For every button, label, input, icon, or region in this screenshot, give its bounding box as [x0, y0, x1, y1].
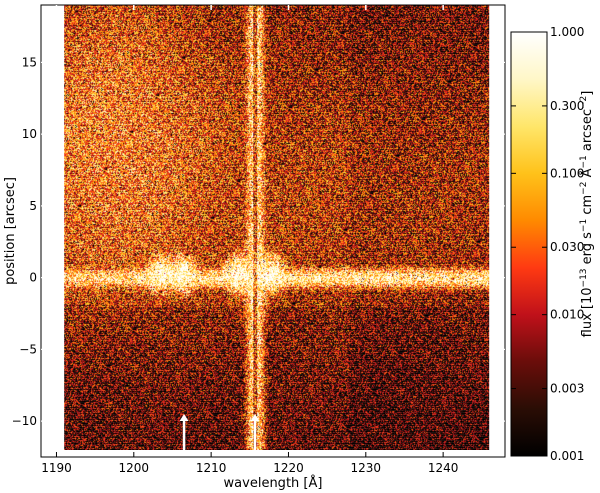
- y-tick-label: 10: [22, 127, 37, 141]
- row-banding: [64, 5, 490, 450]
- arrow-head: [179, 413, 189, 421]
- y-tick-label: −10: [12, 414, 37, 428]
- x-tick-label: 1220: [273, 461, 304, 475]
- y-tick-label: 15: [22, 55, 37, 69]
- x-tick-label: 1240: [428, 461, 459, 475]
- plot-area: Si III Lyα 1190 1200 1210 1220 1230 1240 −10 −5…: [12, 4, 506, 475]
- colorbar-tick-label: 0.001: [550, 449, 584, 463]
- y-tick-label: −5: [19, 342, 37, 356]
- colorbar-gradient: [510, 31, 548, 457]
- plot-frame: [40, 4, 506, 458]
- annotation-lya: Lyα: [250, 413, 278, 469]
- y-axis-label: position [arcsec]: [3, 177, 18, 285]
- colorbar-ticks: 1.000 0.300 0.100 0.030 0.010 0.003 0.001: [511, 25, 584, 463]
- colorbar-tick-label: 0.300: [550, 99, 584, 113]
- colorbar-tick-label: 0.030: [550, 240, 584, 254]
- arrow-head: [250, 413, 260, 421]
- colorbar-tick-label: 0.010: [550, 308, 584, 322]
- y-axis: −10 −5 0 5 10 15: [12, 55, 505, 428]
- annotation-si-iii: Si III: [179, 413, 213, 469]
- x-tick-label: 1230: [351, 461, 382, 475]
- x-axis-label: wavelength [Å]: [224, 475, 323, 491]
- x-tick-label: 1210: [196, 461, 227, 475]
- x-tick-label: 1190: [41, 461, 72, 475]
- x-tick-label: 1200: [119, 461, 150, 475]
- x-axis: 1190 1200 1210 1220 1230 1240: [41, 5, 458, 475]
- annotations: Si III Lyα: [179, 413, 278, 469]
- colorbar: 1.000 0.300 0.100 0.030 0.010 0.003 0.001 flux…: [510, 25, 595, 463]
- colorbar-tick-label: 0.100: [550, 166, 584, 180]
- annotation-label: Si III: [181, 451, 213, 469]
- colorbar-label: flux [10−13 erg s−1 cm−2 Å−1 arcsec−2]: [579, 91, 595, 338]
- y-tick-label: 5: [29, 199, 37, 213]
- y-tick-label: 0: [29, 271, 37, 285]
- colorbar-tick-label: 0.003: [550, 382, 584, 396]
- annotation-label: Lyα: [252, 451, 278, 469]
- colorbar-tick-label: 1.000: [550, 25, 584, 39]
